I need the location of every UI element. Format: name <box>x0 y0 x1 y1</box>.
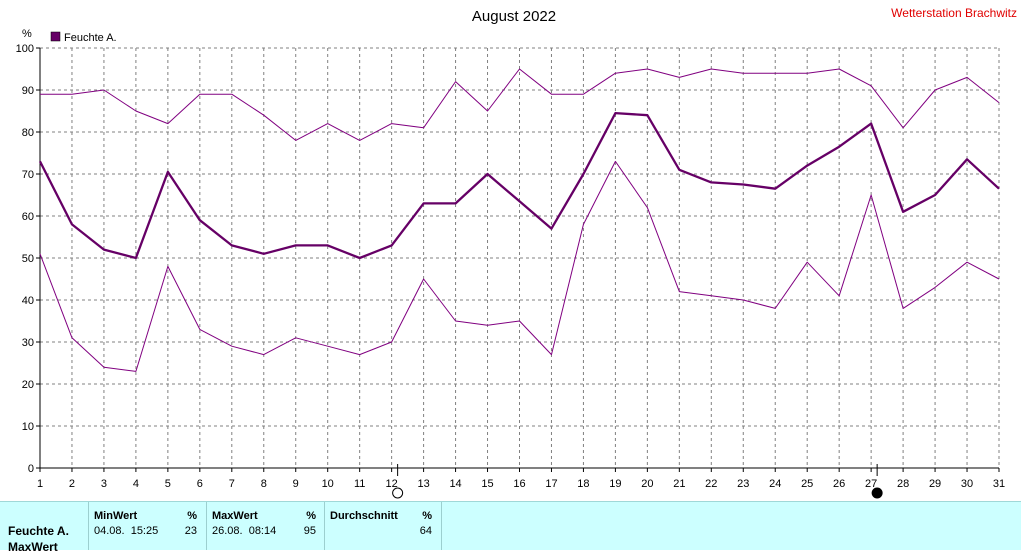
y-tick-label: 50 <box>22 253 34 265</box>
x-tick-label: 19 <box>609 478 621 490</box>
column-divider <box>206 502 207 550</box>
avg-column: Durchschnitt % 64 <box>325 502 440 550</box>
min-unit: % <box>187 510 197 522</box>
x-tick-label: 1 <box>37 478 43 490</box>
x-tick-label: 20 <box>641 478 653 490</box>
y-axis-ticks: 0 10 20 30 40 50 60 70 80 90 100 <box>16 43 40 475</box>
max-unit: % <box>306 510 316 522</box>
stats-row-label: Feuchte A. <box>8 524 69 538</box>
column-divider <box>441 502 442 550</box>
x-tick-label: 13 <box>417 478 429 490</box>
min-value: 23 <box>184 525 197 537</box>
y-tick-label: 20 <box>22 379 34 391</box>
x-axis-ticks: 1 2 3 4 5 6 7 8 9 10 11 12 13 14 15 16 17 18 19 20 21 22 23 24 2… <box>37 468 1005 490</box>
x-tick-label: 25 <box>801 478 813 490</box>
min-column: MinWert % 04.08. 15:25 23 <box>89 502 205 550</box>
x-tick-label: 8 <box>261 478 267 490</box>
x-tick-label: 28 <box>897 478 909 490</box>
grid <box>39 47 1000 469</box>
y-tick-label: 10 <box>22 421 34 433</box>
x-tick-label: 31 <box>993 478 1005 490</box>
y-tick-label: 70 <box>22 169 34 181</box>
series-line-avg <box>38 111 1000 260</box>
max-header: MaxWert <box>212 510 258 522</box>
y-tick-label: 90 <box>22 85 34 97</box>
y-tick-label: 60 <box>22 211 34 223</box>
x-tick-label: 24 <box>769 478 781 490</box>
x-tick-label: 23 <box>737 478 749 490</box>
y-tick-label: 40 <box>22 295 34 307</box>
x-tick-label: 15 <box>481 478 493 490</box>
avg-header: Durchschnitt <box>330 510 398 522</box>
x-tick-label: 3 <box>101 478 107 490</box>
y-unit-label: % <box>22 28 32 40</box>
min-time: 04.08. 15:25 <box>94 525 159 537</box>
x-tick-label: 9 <box>293 478 299 490</box>
stats-row-label-2: MaxWert <box>8 540 58 554</box>
x-tick-label: 22 <box>705 478 717 490</box>
avg-unit: % <box>422 510 432 522</box>
series-line-max <box>40 68 1000 141</box>
y-tick-label: 30 <box>22 337 34 349</box>
legend-label: Feuchte A. <box>64 32 117 44</box>
moon-markers <box>392 464 883 499</box>
x-tick-label: 17 <box>545 478 557 490</box>
x-tick-label: 5 <box>165 478 171 490</box>
full-moon-icon <box>392 487 404 499</box>
x-tick-label: 30 <box>961 478 973 490</box>
x-tick-label: 4 <box>133 478 139 490</box>
station-name: Wetterstation Brachwitz <box>891 6 1017 20</box>
y-tick-label: 0 <box>28 463 34 475</box>
x-tick-label: 21 <box>673 478 685 490</box>
x-tick-label: 7 <box>229 478 235 490</box>
x-tick-label: 29 <box>929 478 941 490</box>
chart-title: August 2022 <box>472 8 556 25</box>
series-lines <box>38 68 1000 372</box>
x-tick-label: 2 <box>69 478 75 490</box>
x-tick-label: 6 <box>197 478 203 490</box>
max-value: 95 <box>303 525 316 537</box>
x-tick-label: 16 <box>513 478 525 490</box>
max-column: MaxWert % 26.08. 08:14 95 <box>207 502 324 550</box>
x-tick-label: 14 <box>449 478 461 490</box>
x-tick-label: 12 <box>386 478 398 490</box>
max-time: 26.08. 08:14 <box>212 525 277 537</box>
new-moon-icon <box>871 487 883 499</box>
x-tick-label: 26 <box>833 478 845 490</box>
x-tick-label: 18 <box>577 478 589 490</box>
x-tick-label: 11 <box>354 478 365 490</box>
y-tick-label: 80 <box>22 127 34 139</box>
legend-swatch <box>50 31 61 42</box>
x-tick-label: 10 <box>322 478 334 490</box>
column-divider <box>88 502 89 550</box>
series-line-min <box>39 160 1000 372</box>
column-divider <box>324 502 325 550</box>
y-tick-label: 100 <box>16 43 34 55</box>
min-header: MinWert <box>94 510 138 522</box>
humidity-chart: August 2022 Wetterstation Brachwitz % Fe… <box>16 6 1017 499</box>
stats-table: Feuchte A. MaxWert MinWert % 04.08. 15:2… <box>0 501 1021 554</box>
avg-value: 64 <box>419 525 432 537</box>
x-tick-label: 27 <box>865 478 877 490</box>
